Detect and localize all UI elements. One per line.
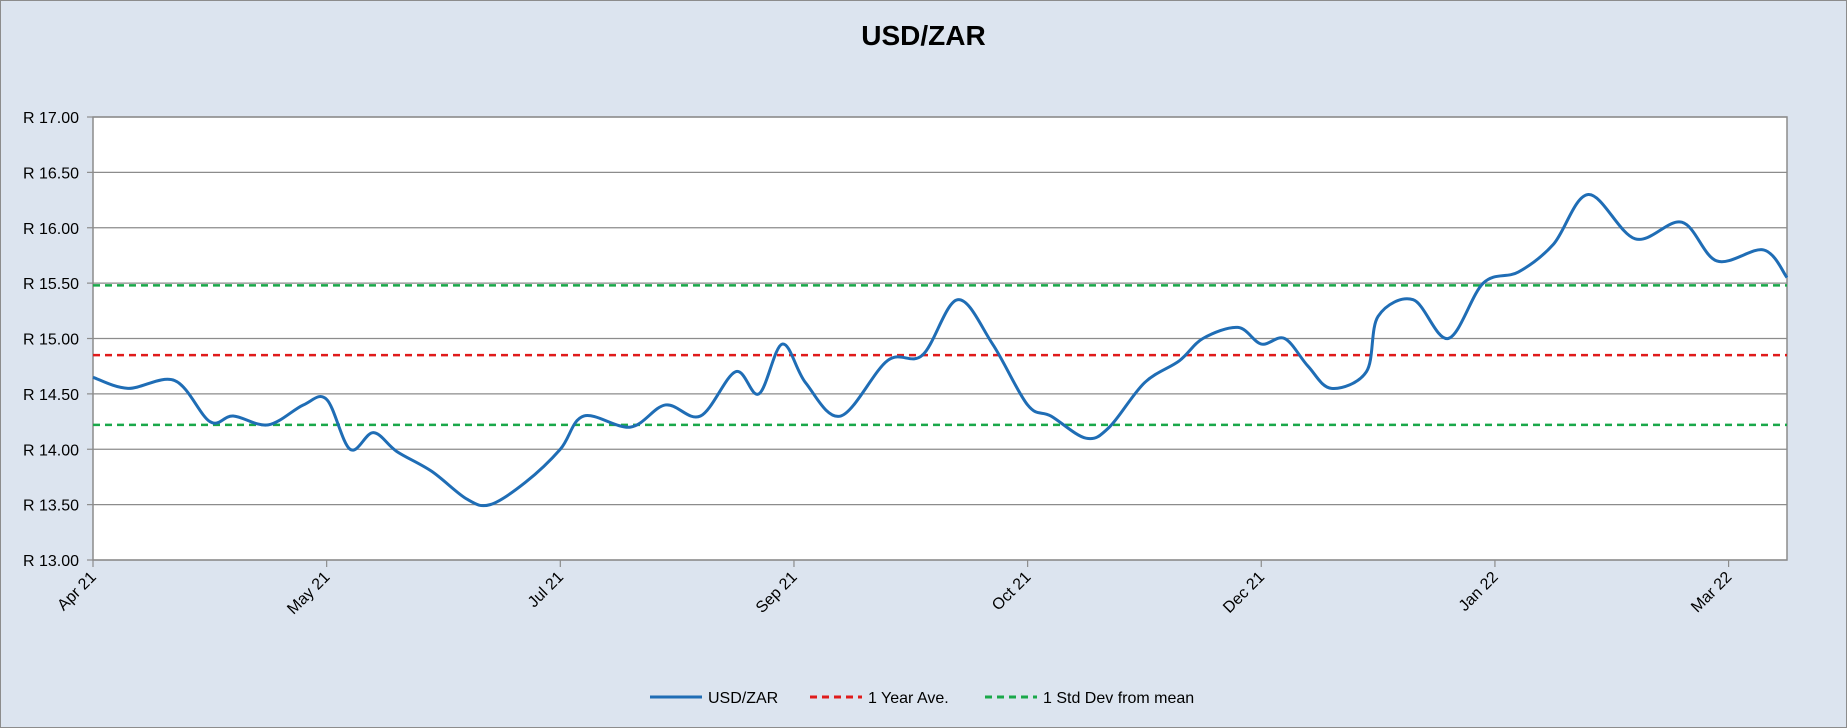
- chart-title: USD/ZAR: [861, 20, 986, 51]
- x-tick-label: Dec 21: [1220, 569, 1268, 617]
- x-tick-label: Apr 21: [54, 569, 99, 614]
- x-tick-label: Oct 21: [989, 569, 1034, 614]
- y-tick-label: R 13.00: [23, 553, 79, 570]
- x-tick-label: Sep 21: [753, 569, 801, 617]
- y-tick-label: R 16.00: [23, 221, 79, 238]
- legend-label: 1 Std Dev from mean: [1043, 690, 1194, 707]
- y-tick-label: R 15.00: [23, 332, 79, 349]
- y-tick-label: R 15.50: [23, 276, 79, 293]
- series-line-usd-zar: [92, 193, 1789, 508]
- legend-label: 1 Year Ave.: [868, 690, 949, 707]
- y-tick-label: R 17.00: [23, 110, 79, 127]
- y-tick-label: R 16.50: [23, 165, 79, 182]
- x-tick-label: Mar 22: [1688, 569, 1735, 616]
- y-tick-label: R 14.50: [23, 387, 79, 404]
- x-tick-label: Jul 21: [525, 569, 567, 611]
- x-tick-label: May 21: [284, 569, 333, 618]
- y-tick-label: R 13.50: [23, 498, 79, 515]
- x-tick-label: Jan 22: [1456, 569, 1502, 615]
- legend-label: USD/ZAR: [708, 690, 778, 707]
- y-tick-label: R 14.00: [23, 442, 79, 459]
